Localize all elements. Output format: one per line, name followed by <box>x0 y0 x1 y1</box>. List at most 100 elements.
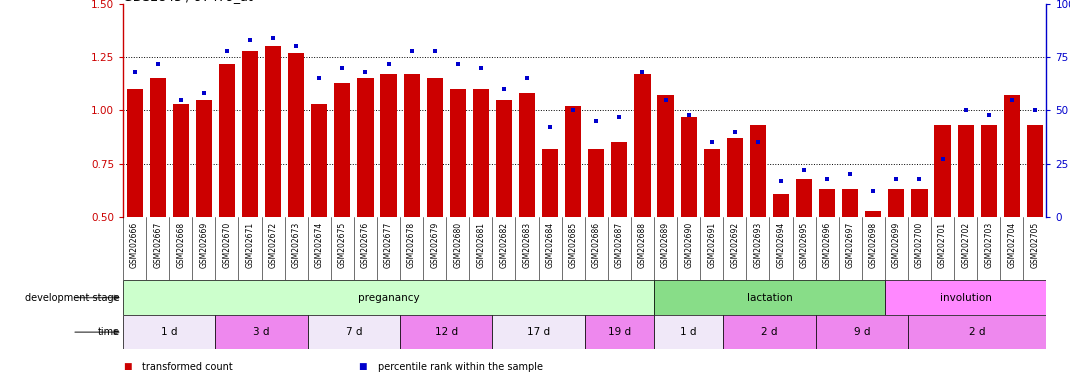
Text: GSM202678: GSM202678 <box>407 222 416 268</box>
Text: 12 d: 12 d <box>434 327 458 337</box>
Bar <box>819 189 836 323</box>
Bar <box>1004 96 1020 323</box>
Bar <box>796 179 812 323</box>
Text: GSM202705: GSM202705 <box>1030 222 1039 268</box>
Text: GSM202693: GSM202693 <box>753 222 763 268</box>
Bar <box>681 117 697 323</box>
Text: ■: ■ <box>123 362 132 371</box>
Text: involution: involution <box>939 293 992 303</box>
Bar <box>565 106 581 323</box>
Text: GSM202687: GSM202687 <box>615 222 624 268</box>
Text: development stage: development stage <box>26 293 120 303</box>
Bar <box>403 74 419 323</box>
Text: lactation: lactation <box>747 293 792 303</box>
Bar <box>885 280 1046 315</box>
Text: GSM202670: GSM202670 <box>223 222 231 268</box>
Text: GSM202673: GSM202673 <box>292 222 301 268</box>
Bar <box>958 125 974 323</box>
Bar <box>866 210 882 323</box>
Text: 19 d: 19 d <box>608 327 631 337</box>
Text: GSM202700: GSM202700 <box>915 222 924 268</box>
Text: GSM202671: GSM202671 <box>245 222 255 268</box>
Bar <box>654 280 885 315</box>
Bar <box>123 280 654 315</box>
Text: GSM202675: GSM202675 <box>338 222 347 268</box>
Text: GSM202680: GSM202680 <box>454 222 462 268</box>
Bar <box>265 46 281 323</box>
Bar <box>519 93 535 323</box>
Text: GSM202703: GSM202703 <box>984 222 993 268</box>
Bar <box>704 149 720 323</box>
Text: GSM202686: GSM202686 <box>592 222 600 268</box>
Text: GSM202696: GSM202696 <box>823 222 831 268</box>
Text: GSM202682: GSM202682 <box>500 222 508 268</box>
Bar <box>400 315 492 349</box>
Bar <box>588 149 605 323</box>
Bar <box>908 315 1046 349</box>
Text: GSM202667: GSM202667 <box>153 222 163 268</box>
Text: GSM202702: GSM202702 <box>961 222 970 268</box>
Text: GSM202695: GSM202695 <box>799 222 809 268</box>
Bar <box>215 315 308 349</box>
Bar <box>815 315 908 349</box>
Text: GSM202688: GSM202688 <box>638 222 647 268</box>
Bar <box>196 100 212 323</box>
Bar <box>635 74 651 323</box>
Bar <box>123 315 215 349</box>
Text: GSM202698: GSM202698 <box>869 222 877 268</box>
Bar <box>381 74 397 323</box>
Bar <box>172 104 188 323</box>
Text: GSM202691: GSM202691 <box>707 222 716 268</box>
Bar <box>334 83 351 323</box>
Text: GSM202684: GSM202684 <box>546 222 554 268</box>
Text: 3 d: 3 d <box>254 327 270 337</box>
Text: preganancy: preganancy <box>357 293 419 303</box>
Text: GSM202697: GSM202697 <box>845 222 855 268</box>
Bar <box>773 194 789 323</box>
Bar <box>288 53 304 323</box>
Bar <box>654 315 723 349</box>
Text: 17 d: 17 d <box>528 327 550 337</box>
Text: GSM202701: GSM202701 <box>938 222 947 268</box>
Bar <box>242 51 258 323</box>
Bar <box>723 315 815 349</box>
Text: GSM202666: GSM202666 <box>131 222 139 268</box>
Text: GSM202681: GSM202681 <box>476 222 486 268</box>
Text: 2 d: 2 d <box>969 327 985 337</box>
Text: transformed count: transformed count <box>142 362 233 372</box>
Text: percentile rank within the sample: percentile rank within the sample <box>378 362 542 372</box>
Bar <box>427 78 443 323</box>
Bar <box>492 315 585 349</box>
Text: GSM202692: GSM202692 <box>731 222 739 268</box>
Text: GSM202668: GSM202668 <box>177 222 185 268</box>
Bar <box>842 189 858 323</box>
Bar <box>357 78 373 323</box>
Bar <box>611 142 627 323</box>
Text: GSM202672: GSM202672 <box>269 222 277 268</box>
Text: GSM202704: GSM202704 <box>1007 222 1016 268</box>
Text: GSM202689: GSM202689 <box>661 222 670 268</box>
Bar <box>311 104 327 323</box>
Bar <box>981 125 997 323</box>
Bar <box>150 78 166 323</box>
Text: GSM202699: GSM202699 <box>892 222 901 268</box>
Bar <box>219 63 235 323</box>
Text: 1 d: 1 d <box>681 327 697 337</box>
Bar <box>542 149 559 323</box>
Text: GSM202669: GSM202669 <box>199 222 209 268</box>
Bar <box>308 315 400 349</box>
Text: ■: ■ <box>358 362 367 371</box>
Text: GSM202694: GSM202694 <box>777 222 785 268</box>
Bar <box>449 89 465 323</box>
Bar <box>727 138 743 323</box>
Text: GSM202685: GSM202685 <box>569 222 578 268</box>
Text: GDS2843 / 97479_at: GDS2843 / 97479_at <box>123 0 253 3</box>
Bar <box>126 89 142 323</box>
Text: GSM202679: GSM202679 <box>430 222 439 268</box>
Text: GSM202690: GSM202690 <box>684 222 693 268</box>
Text: 7 d: 7 d <box>346 327 362 337</box>
Bar <box>912 189 928 323</box>
Text: 9 d: 9 d <box>854 327 870 337</box>
Bar <box>888 189 904 323</box>
Bar <box>657 96 674 323</box>
